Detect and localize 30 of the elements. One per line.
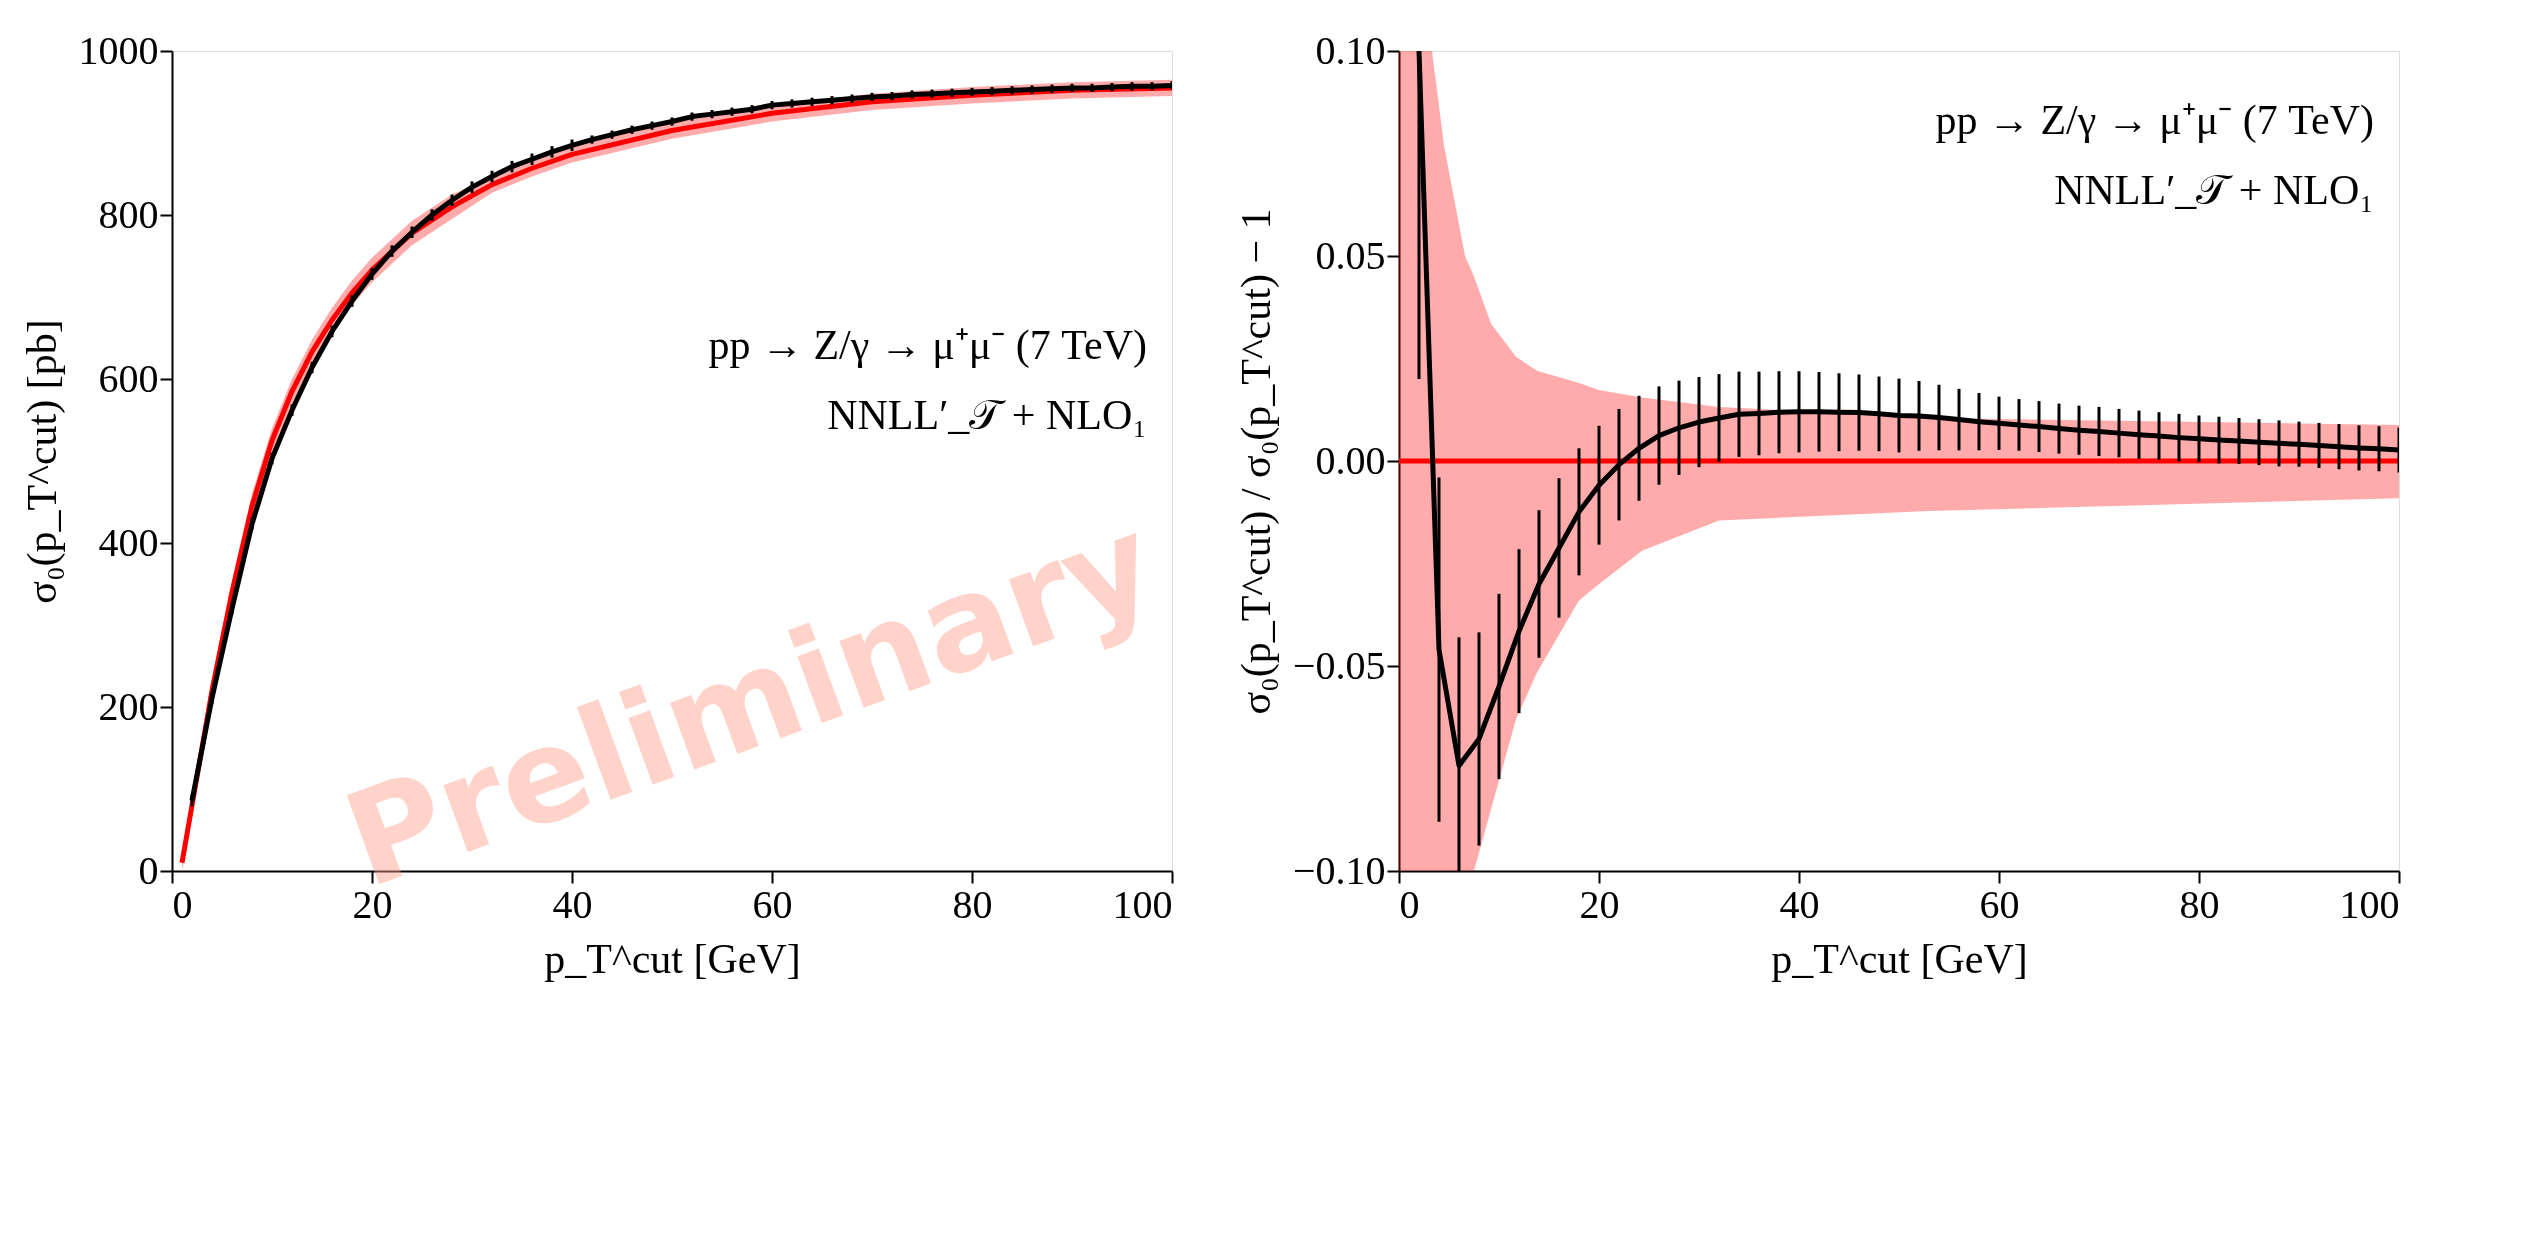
x-tick-label: 40 (1779, 881, 1820, 927)
x-tick-label: 60 (1979, 881, 2020, 927)
x-tick-label: 40 (552, 881, 593, 927)
y-tick-label: 0.00 (1315, 437, 1386, 483)
y-tick-label: 0.05 (1315, 232, 1386, 278)
x-axis-title: p_T^cut [GeV] (544, 935, 801, 982)
x-tick-label: 80 (952, 881, 993, 927)
x-tick-label: 0 (1399, 881, 1420, 927)
x-axis-title: p_T^cut [GeV] (1771, 935, 2028, 982)
y-tick-label: 400 (98, 519, 159, 565)
y-tick-label: 1000 (78, 27, 159, 73)
annotation: pp → Z/γ → μ⁺μ⁻ (7 TeV) (708, 322, 1147, 369)
x-tick-label: 100 (1112, 881, 1173, 927)
x-tick-label: 100 (2339, 881, 2400, 927)
y-tick-label: −0.05 (1292, 642, 1386, 688)
annotation: pp → Z/γ → μ⁺μ⁻ (7 TeV) (1935, 97, 2374, 144)
y-tick-label: −0.10 (1292, 847, 1386, 893)
y-tick-label: 0.10 (1315, 27, 1386, 73)
y-tick-label: 800 (98, 191, 159, 237)
y-axis-title: σ₀(p_T^cut) / σ₀(p_T^cut) − 1 (1232, 208, 1280, 715)
y-tick-label: 200 (98, 683, 159, 729)
y-tick-label: 600 (98, 355, 159, 401)
y-axis-title: σ₀(p_T^cut) [pb] (18, 319, 66, 604)
x-tick-label: 80 (2179, 881, 2220, 927)
x-tick-label: 0 (172, 881, 193, 927)
annotation: NNLL′_𝒯 + NLO₁ (2054, 167, 2374, 213)
annotation: NNLL′_𝒯 + NLO₁ (827, 392, 1147, 438)
x-tick-label: 60 (752, 881, 793, 927)
y-tick-label: 0 (138, 847, 159, 893)
x-tick-label: 20 (1579, 881, 1620, 927)
